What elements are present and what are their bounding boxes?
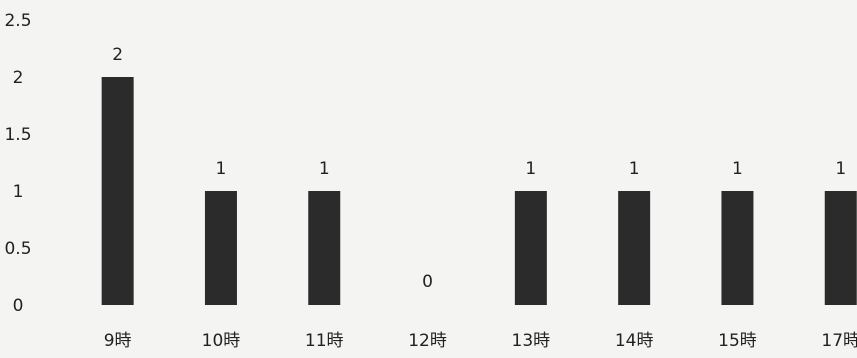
bar [721,191,754,305]
x-category-label: 9時 [104,331,132,351]
x-axis-category-labels: 9時 10時 11時 12時 13時 14時 15時 17時 [104,331,857,351]
bar [101,77,134,305]
y-tick-label: 2 [13,68,24,88]
data-label: 1 [732,159,743,179]
data-labels-group: 2 1 1 0 1 1 1 1 [112,45,846,292]
data-label: 2 [112,45,123,65]
bar [514,191,547,305]
data-label: 1 [319,159,330,179]
bar [204,191,237,305]
y-tick-label: 2.5 [4,11,31,31]
bar [824,191,857,305]
x-category-label: 15時 [718,331,757,351]
bar [308,191,341,305]
y-tick-label: 0 [13,296,24,316]
x-category-label: 13時 [512,331,551,351]
data-label: 0 [422,272,433,292]
x-category-label: 12時 [408,331,447,351]
x-category-label: 11時 [305,331,344,351]
y-axis-tick-labels: 0 0.5 1 1.5 2 2.5 [4,11,31,316]
y-tick-label: 0.5 [4,239,31,259]
x-category-label: 17時 [821,331,857,351]
data-label: 1 [525,159,536,179]
x-category-label: 14時 [615,331,654,351]
bars-group [101,77,857,305]
x-category-label: 10時 [202,331,241,351]
data-label: 1 [629,159,640,179]
data-label: 1 [835,159,846,179]
y-tick-label: 1.5 [4,125,31,145]
bar [618,191,651,305]
y-tick-label: 1 [13,182,24,202]
data-label: 1 [216,159,227,179]
